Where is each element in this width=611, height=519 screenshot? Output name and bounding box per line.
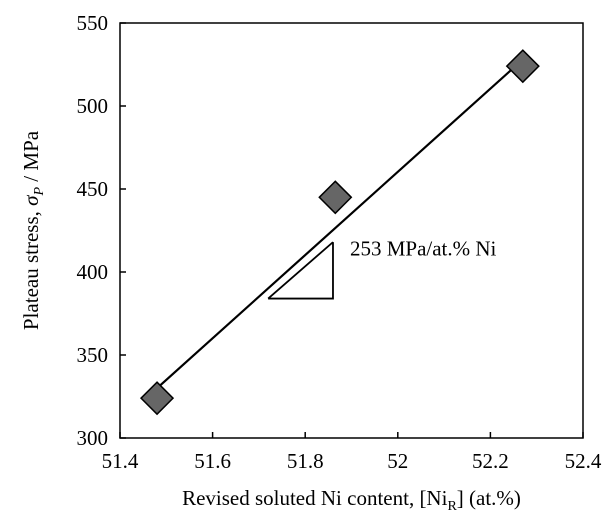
slope-triangle-hypotenuse: [267, 241, 334, 300]
x-tick-label: 52.4: [565, 449, 602, 473]
y-tick-label: 550: [77, 11, 109, 35]
x-axis-ticks: 51.4 51.6 51.8 52 52.2 52.4: [102, 432, 602, 473]
y-tick-label: 400: [77, 260, 109, 284]
plot-area-frame: [119, 22, 584, 439]
data-point: [318, 180, 353, 215]
x-axis-title: Revised soluted Ni content, [NiR] (at.%): [182, 486, 521, 514]
data-point: [139, 381, 175, 416]
y-tick-label: 300: [77, 426, 109, 450]
y-tick-label: 350: [77, 343, 109, 367]
x-tick-label: 51.4: [102, 449, 139, 473]
y-axis-ticks: 300 350 400 450 500 550: [77, 11, 126, 450]
y-tick-label: 450: [77, 177, 109, 201]
y-axis-title: Plateau stress, σP / MPa: [19, 130, 47, 330]
x-tick-label: 51.6: [194, 449, 231, 473]
y-tick-label: 500: [77, 94, 109, 118]
x-tick-label: 51.8: [287, 449, 324, 473]
x-tick-label: 52: [387, 449, 408, 473]
fit-line: [156, 58, 524, 390]
plot-content: [139, 49, 540, 416]
x-tick-label: 52.2: [472, 449, 509, 473]
slope-triangle: [268, 242, 334, 300]
data-point: [505, 49, 540, 84]
slope-annotation: 253 MPa/at.% Ni: [350, 236, 497, 260]
